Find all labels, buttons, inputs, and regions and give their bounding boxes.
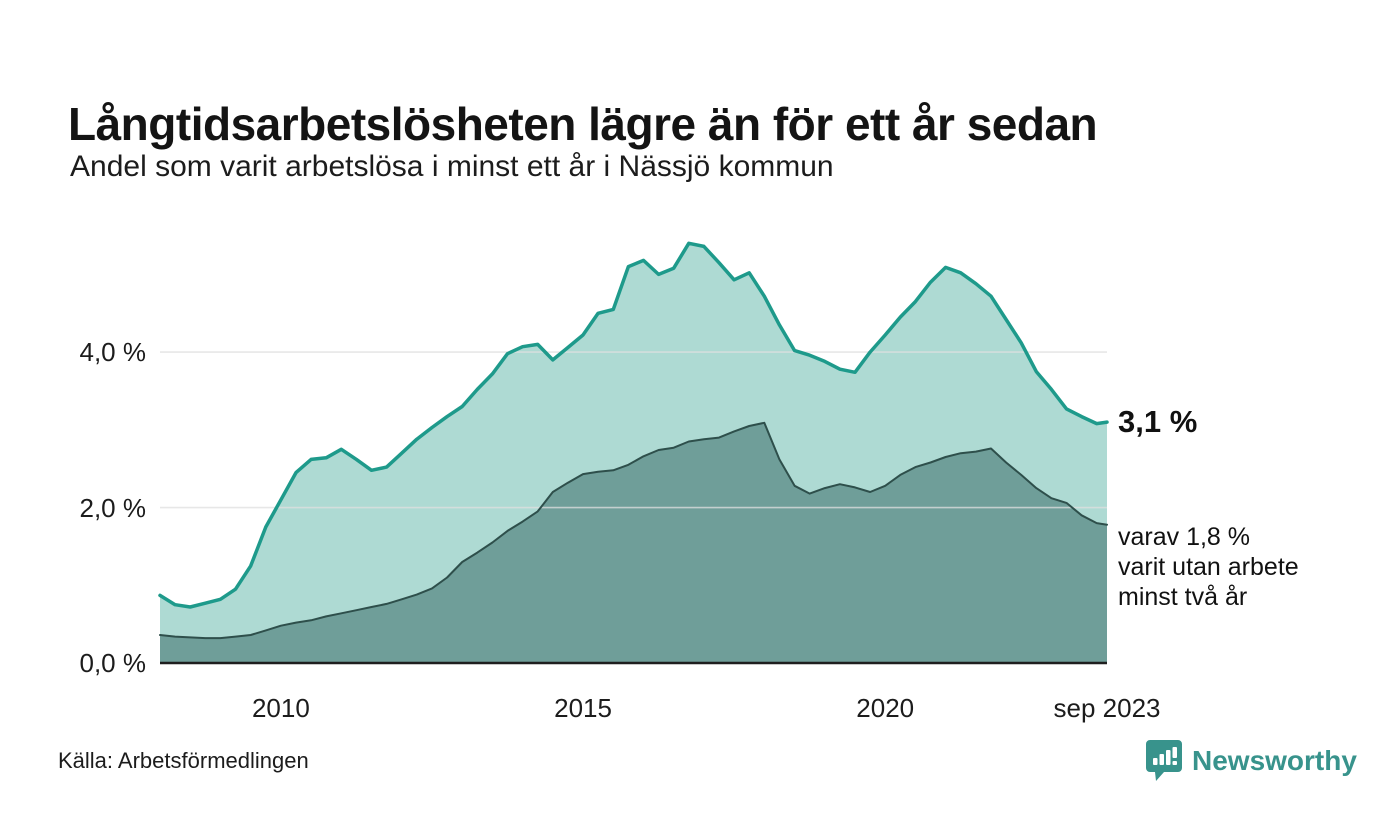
y-tick-label: 2,0 % bbox=[79, 492, 147, 523]
x-tick-label: 2020 bbox=[856, 693, 915, 723]
unemployment-area-chart bbox=[158, 241, 1109, 665]
page-title: Långtidsarbetslösheten lägre än för ett … bbox=[68, 97, 1098, 150]
bar-chart-pin-icon bbox=[1146, 740, 1182, 781]
source-note: Källa: Arbetsförmedlingen bbox=[58, 748, 309, 773]
series-line-1 bbox=[159, 421, 1108, 640]
page-subtitle: Andel som varit arbetslösa i minst ett å… bbox=[70, 150, 834, 183]
x-tick-label: sep 2023 bbox=[1053, 693, 1161, 723]
series-line-0 bbox=[158, 241, 1109, 609]
brand-name: Newsworthy bbox=[1192, 745, 1357, 776]
annotation-current-total: 3,1 % bbox=[1118, 404, 1198, 440]
x-tick-label: 2010 bbox=[251, 693, 310, 723]
y-tick-label: 0,0 % bbox=[79, 648, 147, 678]
brand-logo: Newsworthy bbox=[1146, 740, 1357, 782]
area-fill-1 bbox=[160, 422, 1107, 663]
annotation-two-year-detail: varav 1,8 % varit utan arbete minst två … bbox=[1118, 522, 1299, 611]
x-tick-label: 2015 bbox=[554, 693, 612, 723]
y-tick-label: 4,0 % bbox=[79, 337, 147, 368]
